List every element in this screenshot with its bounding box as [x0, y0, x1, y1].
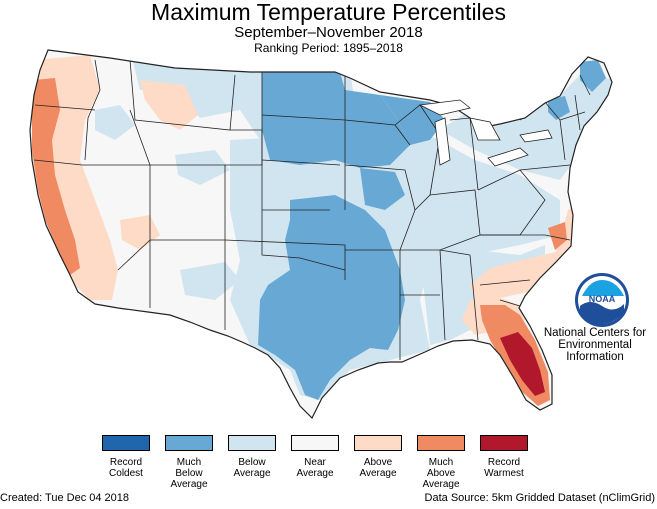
legend-label: Near Average: [296, 457, 334, 479]
legend-label: Below Average: [233, 457, 271, 479]
legend-item-record-warmest: Record Warmest: [480, 435, 528, 479]
noaa-logo-text: NOAA: [589, 294, 616, 304]
ranking-period: Ranking Period: 1895–2018: [254, 41, 403, 55]
data-source: Data Source: 5km Gridded Dataset (nClimG…: [424, 492, 655, 504]
created-date: Created: Tue Dec 04 2018: [0, 492, 130, 504]
legend-swatch: [228, 435, 276, 451]
legend-swatch: [291, 435, 339, 451]
ncei-line-2: Environmental: [558, 339, 632, 351]
record-warmest-region: [500, 332, 545, 396]
legend-label: Record Warmest: [484, 457, 524, 479]
legend-label: Much Below Average: [170, 457, 208, 490]
ncei-line-3: Information: [566, 351, 624, 363]
map-title: Maximum Temperature Percentiles: [151, 0, 506, 25]
ncei-line-1: National Centers for: [543, 327, 647, 339]
legend-label: Record Coldest: [109, 457, 143, 479]
legend-swatch: [417, 435, 465, 451]
state-boundaries: [33, 59, 591, 360]
legend-item-below-average: Below Average: [228, 435, 276, 479]
legend-label: Above Average: [359, 457, 397, 479]
ncei-label: National Centers for Environmental Infor…: [534, 327, 656, 363]
great-lakes: [418, 99, 553, 167]
legend-item-near-average: Near Average: [291, 435, 339, 479]
legend-swatch: [165, 435, 213, 451]
map-subtitle: September–November 2018: [234, 24, 423, 41]
legend-swatch: [102, 435, 150, 451]
legend-swatch: [354, 435, 402, 451]
legend-item-above-average: Above Average: [354, 435, 402, 479]
noaa-logo-icon: NOAA: [575, 273, 629, 327]
legend-label: Much Above Average: [422, 457, 460, 490]
legend-item-much-above-average: Much Above Average: [417, 435, 465, 490]
legend-item-much-below-average: Much Below Average: [165, 435, 213, 490]
legend-swatch: [480, 435, 528, 451]
legend-item-record-coldest: Record Coldest: [102, 435, 150, 479]
